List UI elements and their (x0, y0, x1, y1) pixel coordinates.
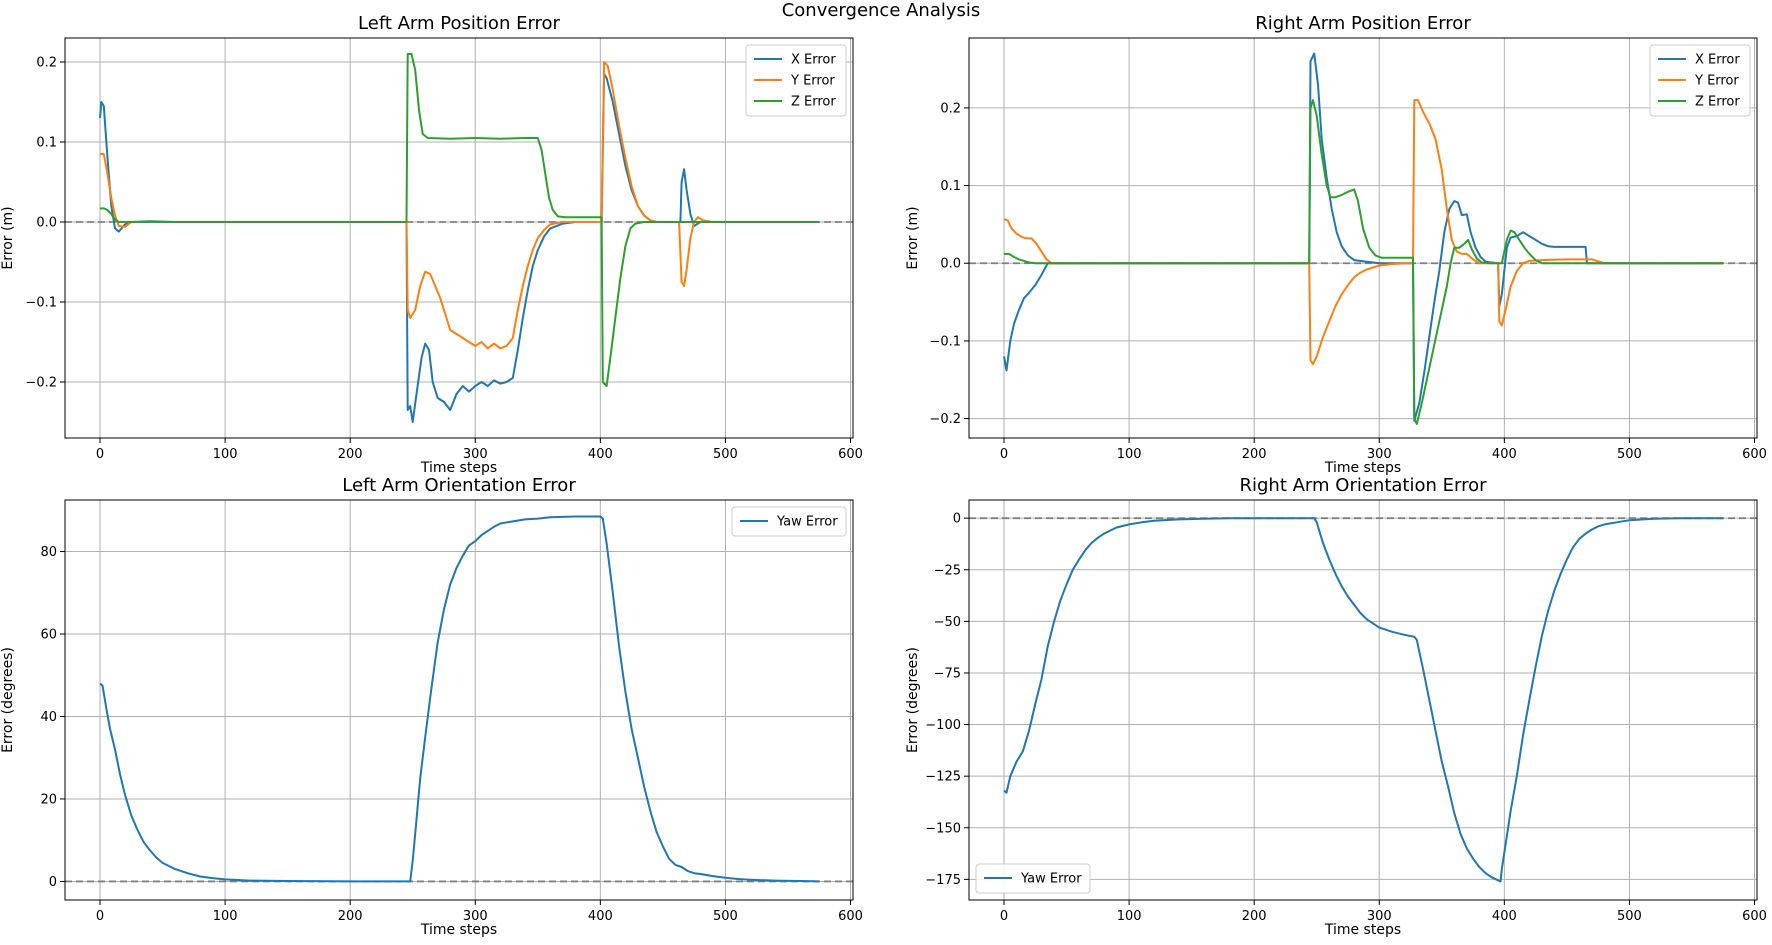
x-tick-label: 500 (1617, 447, 1642, 462)
y-axis-label: Error (m) (905, 206, 921, 269)
axes-frame (64, 499, 854, 901)
y-tick-label: 0.1 (36, 136, 57, 151)
x-tick-label: 600 (838, 909, 863, 924)
legend: Yaw Error (731, 506, 847, 537)
y-tick-label: 40 (40, 710, 57, 725)
y-tick-label: −125 (925, 770, 961, 785)
legend-box (975, 863, 1091, 894)
y-tick-label: −0.2 (929, 412, 961, 427)
y-tick-label: 0.0 (940, 257, 961, 272)
x-tick-label: 0 (1000, 909, 1008, 924)
x-tick-label: 100 (1117, 909, 1142, 924)
legend-box (731, 506, 847, 537)
chart-title: Left Arm Position Error (358, 13, 561, 34)
x-tick-label: 0 (96, 909, 104, 924)
x-tick-label: 400 (588, 447, 613, 462)
legend: Yaw Error (975, 863, 1091, 894)
figure-title: Convergence Analysis (782, 0, 981, 21)
legend-label-y-error: Y Error (790, 74, 835, 89)
legend: X Error Y Error Z Error (745, 44, 847, 117)
x-tick-label: 100 (213, 909, 238, 924)
legend-label-z-error: Z Error (791, 95, 836, 110)
y-tick-label: −0.1 (929, 334, 961, 349)
chart-title: Right Arm Orientation Error (1240, 475, 1488, 496)
y-tick-label: −175 (925, 873, 961, 888)
x-tick-label: 200 (1242, 909, 1267, 924)
x-tick-label: 200 (338, 447, 363, 462)
x-tick-label: 300 (463, 909, 488, 924)
legend-label-yaw-error: Yaw Error (776, 515, 838, 530)
right-arm-orientation-error-panel: Right Arm Orientation Error 0 100 200 300 400… (905, 475, 1767, 938)
series-line-y-error (1003, 99, 1724, 366)
y-tick-label: −150 (925, 821, 961, 836)
right-arm-position-error-panel: Right Arm Position Error 0 100 200 300 400 500… (905, 13, 1767, 476)
axes-frame (968, 37, 1758, 439)
x-tick-label: 0 (96, 447, 104, 462)
x-tick-label: 0 (1000, 447, 1008, 462)
series-line-z-error (100, 53, 820, 387)
series-line-y-error (100, 61, 820, 350)
legend-label-z-error: Z Error (1695, 95, 1740, 110)
x-tick-label: 100 (213, 447, 238, 462)
axes-frame (64, 37, 854, 439)
x-tick-label: 600 (838, 447, 863, 462)
chart-title: Right Arm Position Error (1255, 13, 1471, 34)
y-tick-label: −0.1 (25, 296, 57, 311)
x-axis-label: Time steps (420, 460, 497, 476)
legend-box (745, 44, 847, 117)
y-tick-label: 20 (40, 792, 57, 807)
x-tick-label: 500 (713, 909, 738, 924)
y-tick-label: 0.2 (940, 101, 961, 116)
y-tick-label: 0 (953, 512, 961, 527)
axes-frame (968, 499, 1758, 901)
legend-label-x-error: X Error (791, 53, 836, 68)
legend-label-yaw-error: Yaw Error (1020, 872, 1082, 887)
x-tick-label: 300 (1367, 447, 1392, 462)
x-tick-label: 400 (588, 909, 613, 924)
x-axis-label: Time steps (420, 922, 497, 938)
y-axis-label: Error (degrees) (0, 647, 16, 753)
y-tick-label: −100 (925, 718, 961, 733)
x-tick-label: 100 (1117, 447, 1142, 462)
series-line-yaw-error (1003, 517, 1724, 883)
legend-box (1649, 44, 1751, 117)
legend-label-x-error: X Error (1695, 53, 1740, 68)
x-tick-label: 300 (463, 447, 488, 462)
y-tick-label: 60 (40, 628, 57, 643)
series-line-x-error (1003, 52, 1724, 422)
y-tick-label: −50 (934, 615, 961, 630)
y-tick-label: 0 (49, 875, 57, 890)
x-axis-label: Time steps (1324, 460, 1401, 476)
y-tick-label: −75 (934, 666, 961, 681)
x-tick-label: 200 (338, 909, 363, 924)
y-tick-label: 0.2 (36, 56, 57, 71)
x-axis-label: Time steps (1324, 922, 1401, 938)
series-line-z-error (1004, 99, 1724, 425)
x-tick-label: 400 (1492, 447, 1517, 462)
x-tick-label: 500 (713, 447, 738, 462)
left-arm-position-error-panel: Left Arm Position Error 0 100 200 300 400 500 6… (0, 13, 863, 476)
y-tick-label: 0.1 (940, 179, 961, 194)
legend: X Error Y Error Z Error (1649, 44, 1751, 117)
series-line-x-error (99, 73, 820, 423)
x-tick-label: 600 (1742, 447, 1767, 462)
x-tick-label: 300 (1367, 909, 1392, 924)
x-tick-label: 400 (1492, 909, 1517, 924)
legend-label-y-error: Y Error (1694, 74, 1739, 89)
y-tick-label: 0.0 (36, 216, 57, 231)
y-tick-label: −0.2 (25, 376, 57, 391)
x-tick-label: 200 (1242, 447, 1267, 462)
y-axis-label: Error (degrees) (905, 647, 921, 753)
x-tick-label: 500 (1617, 909, 1642, 924)
series-line-yaw-error (99, 515, 820, 883)
y-tick-label: −25 (934, 563, 961, 578)
x-tick-label: 600 (1742, 909, 1767, 924)
y-tick-label: 80 (40, 545, 57, 560)
chart-title: Left Arm Orientation Error (342, 475, 576, 496)
y-axis-label: Error (m) (0, 206, 16, 269)
